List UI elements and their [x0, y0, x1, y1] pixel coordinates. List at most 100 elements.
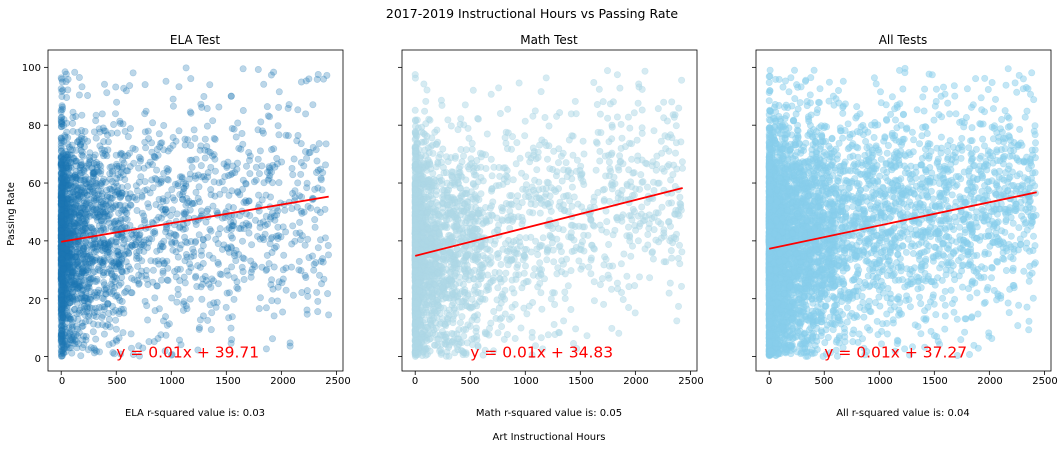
ela-scatter-point — [93, 277, 101, 285]
ela-scatter-point — [62, 338, 70, 346]
ela-scatter-point — [312, 169, 320, 177]
ela-scatter-point — [246, 212, 254, 220]
ela-scatter-point — [111, 278, 119, 286]
ela-scatter-point — [233, 165, 241, 173]
ela-scatter-point — [93, 245, 101, 253]
ela-scatter-point — [149, 278, 157, 286]
ela-scatter-point — [125, 262, 133, 270]
ela-scatter-point — [57, 225, 65, 233]
ela-scatter-point — [120, 251, 128, 259]
ela-scatter-point — [80, 255, 88, 263]
ela-scatter-point — [57, 297, 65, 305]
ela-scatter-point — [117, 263, 125, 271]
ela-scatter-point — [82, 201, 90, 209]
ela-scatter-point — [133, 249, 141, 257]
ela-scatter-point — [130, 276, 138, 284]
ela-scatter-point — [298, 209, 306, 217]
math-scatter-point — [538, 305, 546, 313]
ela-scatter-point — [68, 333, 76, 341]
ela-scatter-point — [112, 325, 120, 333]
ela-scatter-point — [60, 180, 68, 188]
ela-scatter-point — [58, 228, 66, 236]
ela-scatter-point — [76, 294, 84, 302]
ela-scatter-point — [119, 171, 127, 179]
ela-scatter-point — [57, 162, 65, 170]
ela-scatter-point — [222, 303, 230, 311]
math-scatter-point — [454, 179, 462, 187]
ela-scatter-point — [59, 199, 67, 207]
ela-scatter-point — [84, 253, 92, 261]
ela-scatter-point — [93, 167, 101, 175]
ela-scatter-point — [182, 238, 190, 246]
ela-scatter-point — [300, 162, 308, 170]
ela-scatter-point — [297, 159, 305, 167]
math-scatter-point — [564, 282, 572, 290]
ela-scatter-point — [204, 147, 212, 155]
ela-scatter-point — [292, 229, 300, 237]
ela-scatter-point — [75, 211, 83, 219]
ela-scatter-point — [313, 288, 321, 296]
ela-scatter-point — [135, 279, 143, 287]
ela-scatter-point — [183, 239, 191, 247]
ela-scatter-point — [58, 352, 66, 360]
ela-scatter-point — [145, 135, 153, 143]
math-scatter-point — [615, 329, 623, 337]
ela-scatter-point — [282, 228, 290, 236]
math-scatter-point — [468, 159, 476, 167]
ela-scatter-point — [245, 197, 253, 205]
ela-scatter-point — [69, 188, 77, 196]
math-scatter-point — [508, 133, 516, 141]
math-scatter-point — [489, 198, 497, 206]
math-scatter-point — [556, 242, 564, 250]
ela-scatter-point — [86, 212, 94, 220]
ela-scatter-point — [77, 161, 85, 169]
ela-scatter-point — [61, 286, 69, 294]
ela-scatter-point — [164, 276, 172, 284]
ela-scatter-point — [180, 298, 188, 306]
ela-scatter-point — [190, 126, 198, 134]
ela-scatter-point — [102, 286, 110, 294]
ela-scatter-point — [176, 245, 184, 253]
ela-scatter-point — [58, 213, 66, 221]
ela-scatter-point — [59, 314, 67, 322]
ela-scatter-point — [70, 203, 78, 211]
math-scatter-point — [660, 232, 668, 240]
ela-scatter-point — [60, 304, 68, 312]
math-scatter-point — [547, 295, 555, 303]
ela-scatter-point — [72, 182, 80, 190]
ela-scatter-point — [57, 334, 65, 342]
ela-scatter-point — [313, 206, 321, 214]
ela-scatter-point — [73, 322, 81, 330]
ela-scatter-point — [157, 331, 165, 339]
ela-scatter-point — [71, 279, 79, 287]
ela-scatter-point — [63, 199, 71, 207]
ela-scatter-point — [80, 203, 88, 211]
ela-scatter-point — [179, 188, 187, 196]
math-scatter-point — [602, 255, 610, 263]
ela-scatter-point — [109, 276, 117, 284]
ela-scatter-point — [100, 217, 108, 225]
ela-scatter-point — [168, 186, 176, 194]
ela-scatter-point — [83, 191, 91, 199]
ela-scatter-point — [60, 199, 68, 207]
ela-scatter-point — [108, 163, 116, 171]
ela-scatter-point — [72, 202, 80, 210]
ela-scatter-point — [62, 289, 70, 297]
ela-scatter-point — [57, 276, 65, 284]
ela-scatter-point — [83, 303, 91, 311]
ela-scatter-point — [262, 191, 270, 199]
ela-scatter-point — [88, 224, 96, 232]
ela-scatter-point — [98, 303, 106, 311]
math-scatter-point — [456, 303, 464, 311]
ela-scatter-point — [62, 205, 70, 213]
ela-scatter-point — [210, 151, 218, 159]
ela-scatter-point — [92, 205, 100, 213]
ela-scatter-point — [57, 224, 65, 232]
math-scatter-point — [483, 282, 491, 290]
ela-scatter-point — [85, 160, 93, 168]
ela-scatter-point — [77, 352, 85, 360]
ela-scatter-point — [265, 260, 273, 268]
math-scatter-point — [551, 330, 559, 338]
ela-scatter-point — [188, 199, 196, 207]
math-scatter-point — [488, 185, 496, 193]
